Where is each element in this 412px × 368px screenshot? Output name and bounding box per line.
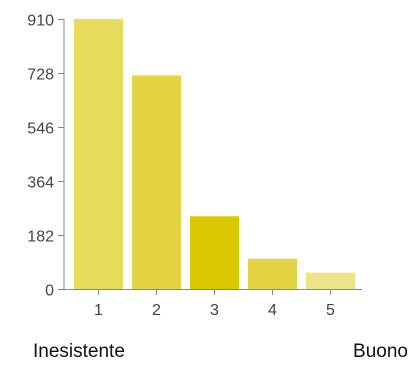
- bar-4: [248, 258, 297, 289]
- scale-max-label: Buono: [353, 341, 408, 362]
- y-tick-label: 910: [27, 13, 54, 30]
- bar-3: [190, 216, 239, 289]
- x-tick-label: 5: [326, 302, 335, 319]
- x-axis: 1 2 3 4 5: [64, 289, 362, 319]
- y-tick-label: 728: [27, 67, 54, 84]
- bar-5: [306, 272, 355, 289]
- bars: [74, 19, 355, 289]
- y-tick-label: 546: [27, 121, 54, 138]
- scale-min-label: Inesistente: [33, 341, 125, 362]
- y-tick-label: 364: [27, 175, 54, 192]
- y-tick-label: 182: [27, 229, 54, 246]
- x-tick-label: 4: [268, 302, 277, 319]
- x-tick-label: 3: [210, 302, 219, 319]
- x-tick-label: 2: [152, 302, 161, 319]
- bar-chart: 0 182 364 546 728 910 1 2 3 4 5: [27, 13, 362, 319]
- x-tick-label: 1: [94, 302, 103, 319]
- y-axis: 0 182 364 546 728 910: [27, 13, 65, 300]
- bar-2: [132, 75, 181, 289]
- bar-1: [74, 19, 123, 289]
- y-tick-label: 0: [45, 283, 54, 300]
